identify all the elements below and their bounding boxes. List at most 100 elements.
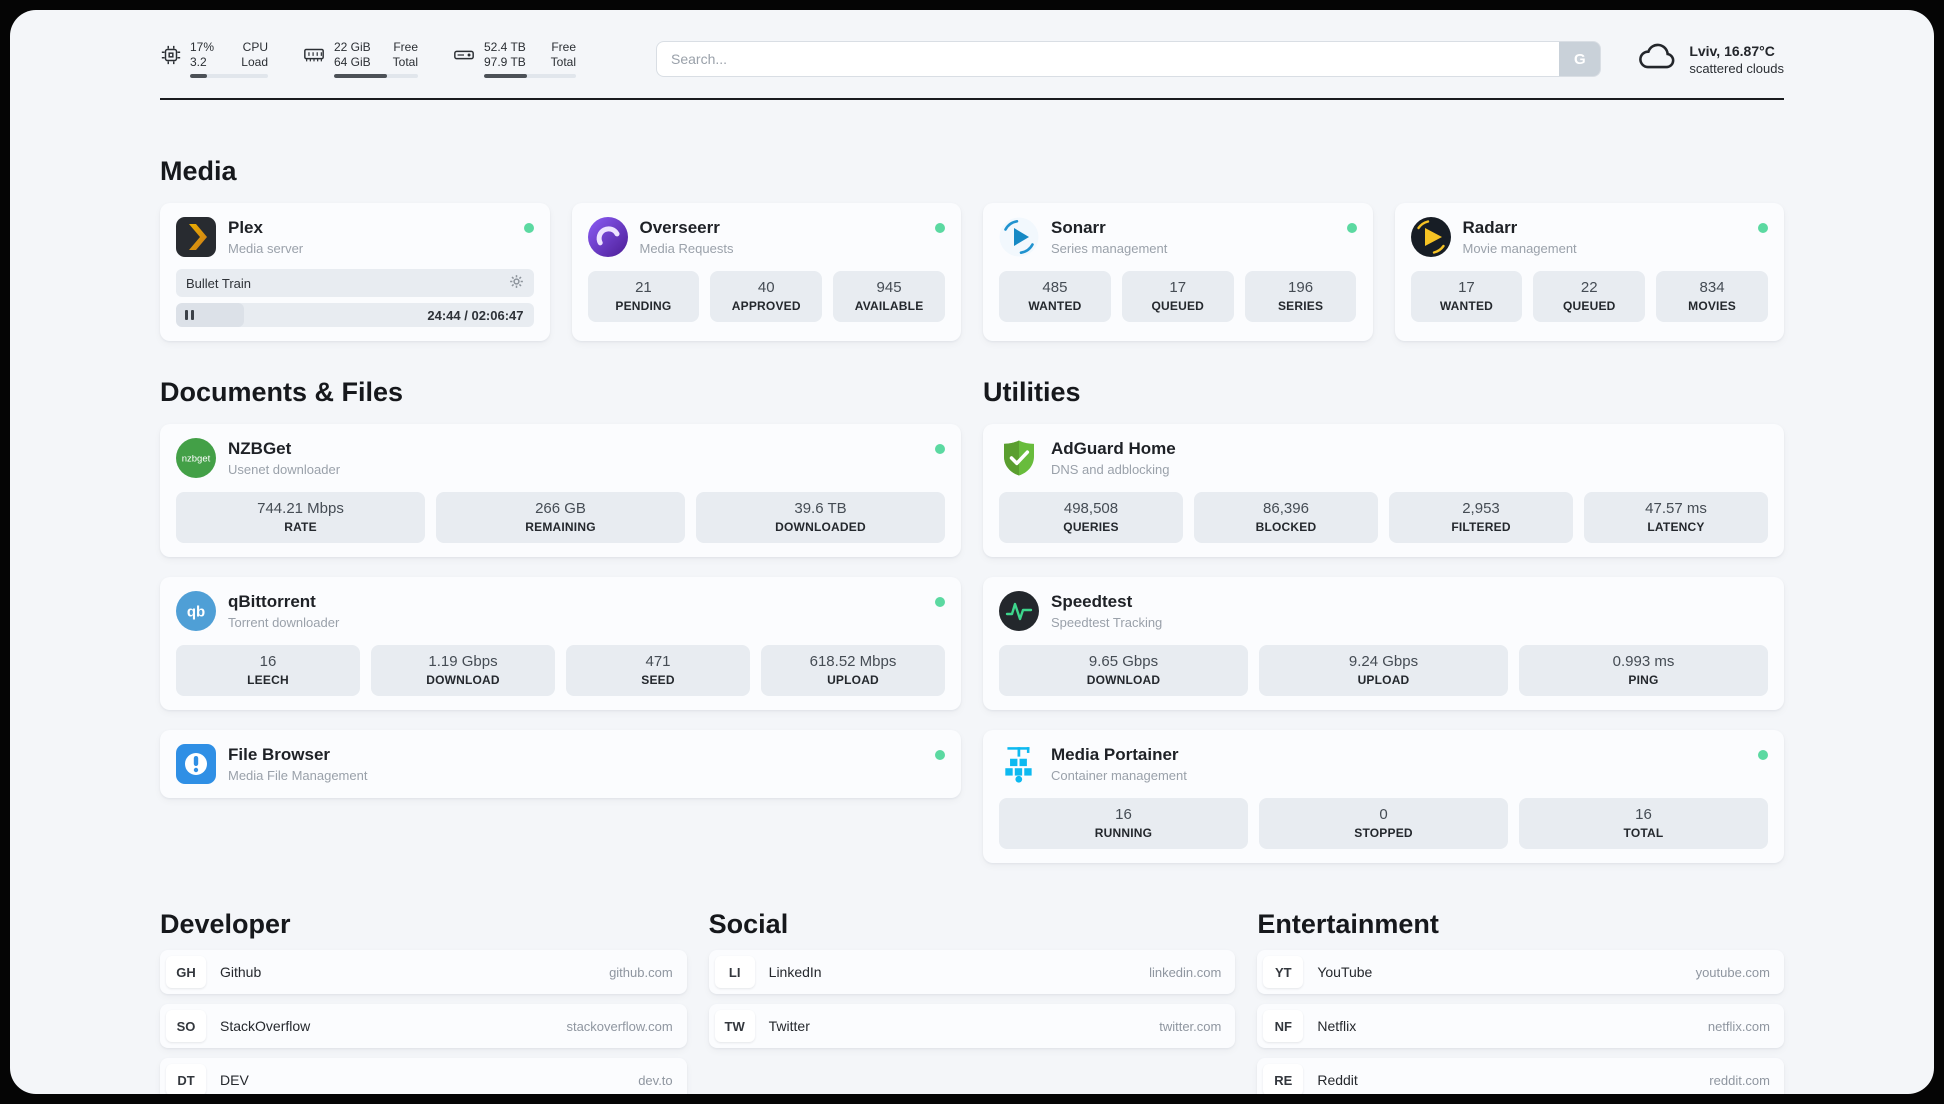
- adguard-card[interactable]: AdGuard Home DNS and adblocking 498,508 …: [983, 424, 1784, 557]
- bookmark-tag: SO: [166, 1010, 206, 1042]
- stat-stopped: 0 STOPPED: [1259, 798, 1508, 849]
- bookmark-youtube[interactable]: YT YouTube youtube.com: [1257, 950, 1784, 994]
- bookmark-github[interactable]: GH Github github.com: [160, 950, 687, 994]
- bookmark-dev[interactable]: DT DEV dev.to: [160, 1058, 687, 1094]
- stat-label: LATENCY: [1647, 520, 1705, 534]
- overseerr-icon: [587, 217, 628, 257]
- playback-progress-fill: [176, 303, 244, 327]
- stat-label: SERIES: [1277, 299, 1324, 313]
- bookmark-stackoverflow[interactable]: SO StackOverflow stackoverflow.com: [160, 1004, 687, 1048]
- search-bar: G: [656, 41, 1602, 77]
- stat-value: 16: [259, 653, 277, 670]
- pause-icon[interactable]: [191, 310, 194, 320]
- search-provider-button[interactable]: G: [1559, 41, 1602, 77]
- stat-value: 39.6 TB: [794, 500, 847, 517]
- stat-label: APPROVED: [731, 299, 801, 313]
- topbar-divider: [160, 98, 1784, 100]
- stat-remaining: 266 GB REMAINING: [436, 492, 685, 543]
- stat-label: BLOCKED: [1255, 520, 1317, 534]
- bookmark-name: StackOverflow: [220, 1018, 311, 1034]
- entertainment-column: Entertainment YT YouTube youtube.com NF …: [1257, 909, 1784, 1094]
- stat-blocked: 86,396 BLOCKED: [1194, 492, 1378, 543]
- ram-icon: [302, 40, 326, 71]
- utilities-column: Utilities AdGuard Home: [983, 377, 1784, 863]
- radarr-card[interactable]: Radarr Movie management 17 WANTED 22 QUE…: [1394, 203, 1784, 341]
- settings-gear-icon[interactable]: [509, 274, 524, 292]
- stat-label: DOWNLOAD: [1086, 673, 1161, 687]
- disk-metric: 52.4 TB 97.9 TB Free Total: [452, 40, 576, 78]
- weather-widget: Lviv, 16.87°C scattered clouds: [1635, 40, 1784, 79]
- stat-value: 196: [1288, 279, 1314, 296]
- service-subtitle: Usenet downloader: [228, 462, 341, 477]
- now-playing-title: Bullet Train: [186, 275, 252, 291]
- service-subtitle: Torrent downloader: [228, 615, 340, 630]
- stat-label: AVAILABLE: [854, 299, 924, 313]
- portainer-status-dot: [1758, 750, 1768, 760]
- stat-pending: 21 PENDING: [587, 271, 700, 322]
- bookmark-reddit[interactable]: RE Reddit reddit.com: [1257, 1058, 1784, 1094]
- stat-download: 9.65 Gbps DOWNLOAD: [999, 645, 1248, 696]
- cpu-load-value: 3.2: [190, 54, 207, 69]
- service-name: File Browser: [228, 745, 331, 764]
- ram-total-label: Total: [392, 54, 418, 69]
- speedtest-card[interactable]: Speedtest Speedtest Tracking 9.65 Gbps D…: [983, 577, 1784, 710]
- stat-value: 21: [635, 279, 652, 296]
- stat-value: 16: [1115, 806, 1132, 823]
- bookmark-url: github.com: [609, 964, 673, 980]
- portainer-card[interactable]: Media Portainer Container management 16 …: [983, 730, 1784, 863]
- service-subtitle: Series management: [1051, 241, 1168, 256]
- stat-approved: 40 APPROVED: [710, 271, 823, 322]
- stat-value: 9.24 Gbps: [1348, 653, 1419, 670]
- bookmark-tag: TW: [714, 1010, 755, 1042]
- stat-value: 2,953: [1462, 500, 1500, 517]
- disk-free-label: Free: [551, 40, 576, 54]
- bookmark-twitter[interactable]: TW Twitter twitter.com: [708, 1004, 1236, 1048]
- stat-value: 618.52 Mbps: [809, 653, 897, 670]
- bookmark-url: linkedin.com: [1149, 964, 1222, 980]
- service-name: NZBGet: [228, 439, 292, 458]
- nzbget-icon-text: nzbget: [182, 454, 211, 465]
- sonarr-card[interactable]: Sonarr Series management 485 WANTED 17 Q…: [983, 203, 1373, 341]
- plex-status-dot: [523, 223, 534, 233]
- nzbget-card[interactable]: nzbget NZBGet Usenet downloader 744.21 M…: [160, 424, 961, 557]
- developer-column: Developer GH Github github.com SO StackO…: [160, 909, 687, 1094]
- radarr-icon: [1410, 217, 1451, 257]
- service-name: Radarr: [1462, 218, 1518, 237]
- stat-upload: 618.52 Mbps UPLOAD: [761, 645, 945, 696]
- playback-progress-bar[interactable]: 24:44 / 02:06:47: [176, 303, 534, 327]
- nzbget-status-dot: [935, 444, 945, 454]
- stat-movies: 834 MOVIES: [1656, 271, 1768, 322]
- stat-downloaded: 39.6 TB DOWNLOADED: [696, 492, 945, 543]
- overseerr-card[interactable]: Overseerr Media Requests 21 PENDING 40 A…: [571, 203, 961, 341]
- qbittorrent-icon-text: qb: [187, 604, 205, 621]
- service-name: Plex: [228, 218, 263, 237]
- search-input[interactable]: [656, 41, 1560, 77]
- ram-metric: 22 GiB 64 GiB Free Total: [302, 40, 418, 78]
- qbittorrent-card[interactable]: qb qBittorrent Torrent downloader 16 LEE…: [160, 577, 961, 710]
- disk-total-value: 97.9 TB: [484, 54, 526, 69]
- stat-label: MOVIES: [1688, 299, 1737, 313]
- filebrowser-card[interactable]: File Browser Media File Management: [160, 730, 961, 798]
- stat-value: 40: [757, 279, 775, 296]
- ram-progress-fill: [334, 74, 387, 78]
- bookmark-url: dev.to: [638, 1072, 673, 1088]
- cpu-load-label: Load: [241, 54, 268, 69]
- bookmark-name: Netflix: [1317, 1018, 1357, 1034]
- bookmark-linkedin[interactable]: LI LinkedIn linkedin.com: [708, 950, 1236, 994]
- stat-value: 471: [645, 653, 671, 670]
- stat-label: DOWNLOADED: [775, 520, 866, 534]
- service-subtitle: Speedtest Tracking: [1051, 615, 1163, 630]
- plex-card[interactable]: Plex Media server Bullet Train: [160, 203, 550, 341]
- stat-leech: 16 LEECH: [176, 645, 360, 696]
- stat-wanted: 485 WANTED: [999, 271, 1111, 322]
- stat-value: 744.21 Mbps: [257, 500, 344, 517]
- stat-ping: 0.993 ms PING: [1519, 645, 1768, 696]
- bookmark-netflix[interactable]: NF Netflix netflix.com: [1257, 1004, 1784, 1048]
- pause-icon[interactable]: [185, 310, 188, 320]
- sonarr-status-dot: [1346, 223, 1357, 233]
- stat-value: 22: [1580, 279, 1598, 296]
- ram-free-value: 22 GiB: [334, 40, 371, 54]
- disk-progress-bar: [484, 74, 576, 78]
- stat-label: WANTED: [1439, 299, 1494, 313]
- stat-upload: 9.24 Gbps UPLOAD: [1259, 645, 1508, 696]
